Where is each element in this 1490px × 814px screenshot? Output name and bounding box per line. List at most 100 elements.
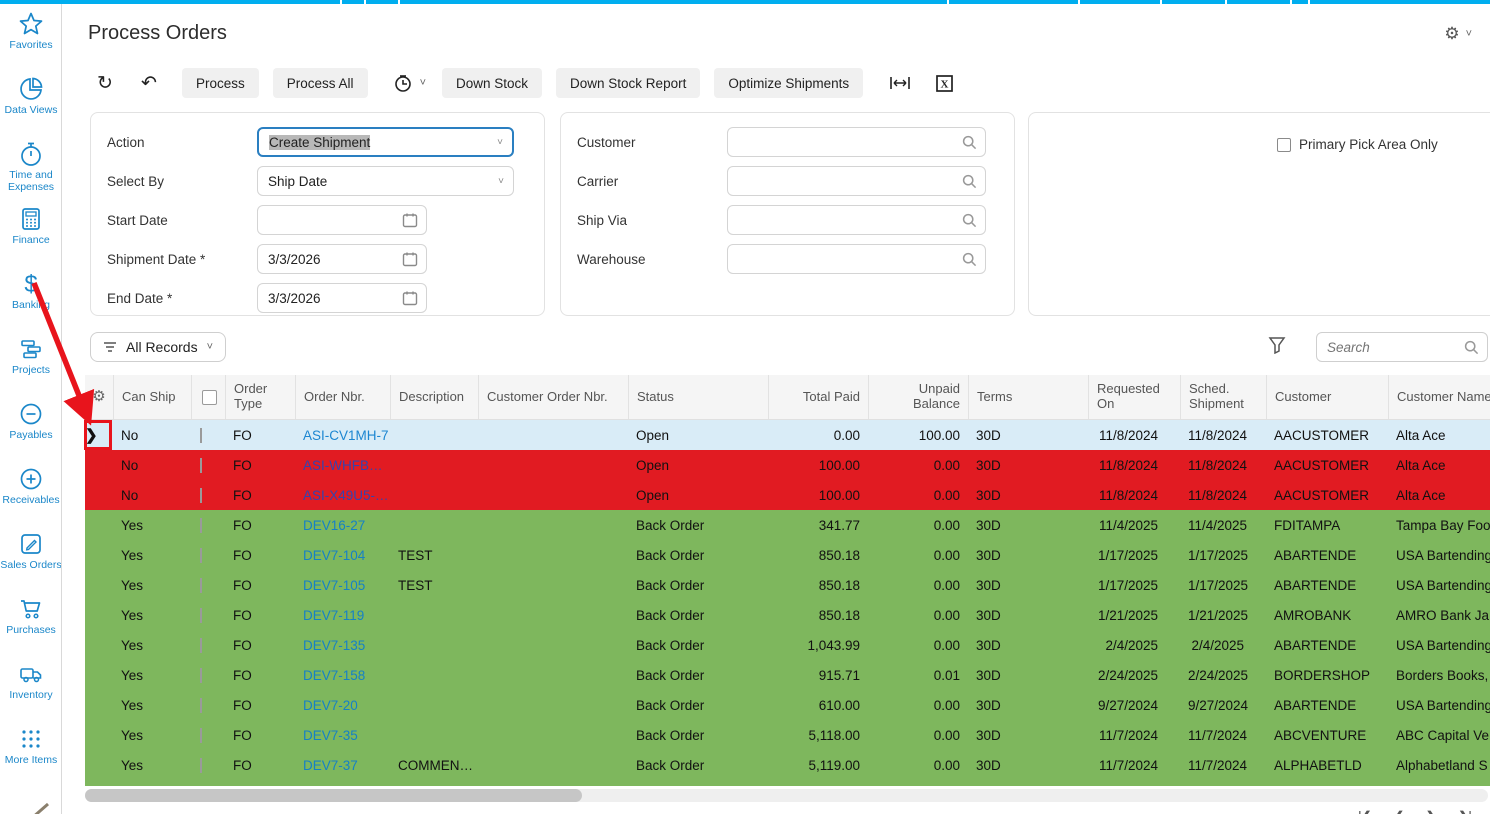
table-row[interactable]: Yes FO DEV7-35 Back Order 5,118.00 0.00 30D 11/… xyxy=(85,720,1490,750)
row-checkbox[interactable] xyxy=(200,667,202,683)
sidebar-item-payables[interactable]: Payables xyxy=(0,394,61,459)
sidebar-item-inventory[interactable]: Inventory xyxy=(0,654,61,719)
row-checkbox[interactable] xyxy=(200,547,202,563)
table-row[interactable]: Yes FO DEV7-104 TEST Back Order 850.18 0.00 30D… xyxy=(85,540,1490,570)
prev-page-icon[interactable]: ❮ xyxy=(1392,808,1405,814)
table-row[interactable]: Yes FO DEV7-119 Back Order 850.18 0.00 30D 1/21… xyxy=(85,600,1490,630)
order-number-link[interactable]: ASI-X49U5-… xyxy=(303,487,389,503)
table-row[interactable]: Yes FO DEV16-27 Back Order 341.77 0.00 30D 11/4… xyxy=(85,510,1490,540)
ship-via-lookup-input[interactable] xyxy=(727,205,986,235)
row-expander-icon[interactable]: ❯ xyxy=(85,427,98,444)
column-header-order_type[interactable]: Order Type xyxy=(225,375,295,419)
refresh-icon[interactable]: ↻ xyxy=(97,72,113,94)
first-page-icon[interactable]: |❮ xyxy=(1358,808,1373,814)
customer-lookup-input[interactable] xyxy=(727,127,986,157)
order-number-link[interactable]: DEV7-158 xyxy=(303,667,366,683)
order-number-link[interactable]: DEV7-119 xyxy=(303,607,365,623)
order-number-link[interactable]: DEV7-104 xyxy=(303,547,366,563)
down-stock-report-button[interactable]: Down Stock Report xyxy=(556,68,701,98)
table-row[interactable]: Yes FO DEV7-135 Back Order 1,043.99 0.00 30D 2/… xyxy=(85,630,1490,660)
order-number-link[interactable]: DEV7-20 xyxy=(303,697,358,713)
row-checkbox[interactable] xyxy=(200,577,202,593)
search-icon[interactable] xyxy=(1464,340,1479,355)
sidebar-item-data-views[interactable]: Data Views xyxy=(0,69,61,134)
filter-funnel-icon[interactable] xyxy=(1268,336,1286,354)
order-number-link[interactable]: DEV16-27 xyxy=(303,517,366,533)
start-date-calendar-icon[interactable] xyxy=(402,212,418,228)
row-checkbox[interactable] xyxy=(200,697,202,713)
undo-icon[interactable]: ↶ xyxy=(141,72,157,94)
column-header-total_paid[interactable]: Total Paid xyxy=(768,375,868,419)
column-header-checkbox[interactable] xyxy=(191,375,225,419)
column-header-unpaid_balance[interactable]: Unpaid Balance xyxy=(868,375,968,419)
carrier-lookup-input[interactable] xyxy=(727,166,986,196)
row-checkbox[interactable] xyxy=(200,487,202,503)
table-row[interactable]: Yes FO DEV7-20 Back Order 610.00 0.00 30D 9/27/… xyxy=(85,690,1490,720)
shipment-date-input[interactable]: 3/3/2026 xyxy=(257,244,427,274)
last-page-icon[interactable]: ❯| xyxy=(1458,808,1473,814)
process-all-button[interactable]: Process All xyxy=(272,68,368,98)
order-number-link[interactable]: DEV7-105 xyxy=(303,577,366,593)
end-date-calendar-icon[interactable] xyxy=(402,290,418,306)
column-header-status[interactable]: Status xyxy=(628,375,768,419)
column-header-description[interactable]: Description xyxy=(390,375,478,419)
table-row[interactable]: Yes FO DEV7-158 Back Order 915.71 0.01 30D 2/24… xyxy=(85,660,1490,690)
row-checkbox[interactable] xyxy=(200,457,202,473)
column-header-order_nbr[interactable]: Order Nbr. xyxy=(295,375,390,419)
sidebar-item-more-items[interactable]: More Items xyxy=(0,719,61,784)
column-header-terms[interactable]: Terms xyxy=(968,375,1088,419)
order-number-link[interactable]: DEV7-135 xyxy=(303,637,366,653)
select-all-checkbox[interactable] xyxy=(202,389,217,405)
shipment-date-calendar-icon[interactable] xyxy=(402,251,418,267)
column-header-customer[interactable]: Customer xyxy=(1266,375,1388,419)
process-button[interactable]: Process xyxy=(182,68,259,98)
lookup-search-icon[interactable] xyxy=(962,174,977,189)
row-checkbox[interactable] xyxy=(200,757,202,773)
sidebar-item-sales-orders[interactable]: Sales Orders xyxy=(0,524,61,589)
order-number-link[interactable]: DEV7-37 xyxy=(303,757,358,773)
horizontal-scrollbar[interactable] xyxy=(85,789,1488,802)
records-filter-dropdown[interactable]: All Records ˅ xyxy=(90,332,227,362)
order-number-link[interactable]: ASI-WHFB… xyxy=(303,457,383,473)
table-row[interactable]: Yes FO DEV7-37 COMMEN… Back Order 5,119.00 0.0… xyxy=(85,750,1490,780)
sidebar-item-projects[interactable]: Projects xyxy=(0,329,61,394)
warehouse-lookup-input[interactable] xyxy=(727,244,986,274)
lookup-search-icon[interactable] xyxy=(962,213,977,228)
sidebar-item-banking[interactable]: $ Banking xyxy=(0,264,61,329)
column-header-customer_name[interactable]: Customer Name xyxy=(1388,375,1490,419)
lookup-search-icon[interactable] xyxy=(962,135,977,150)
row-checkbox[interactable] xyxy=(200,607,202,623)
end-date-input[interactable]: 3/3/2026 xyxy=(257,283,427,313)
grid-search-input[interactable] xyxy=(1327,339,1459,355)
row-checkbox[interactable] xyxy=(200,727,202,743)
next-page-icon[interactable]: ❯ xyxy=(1425,808,1438,814)
fit-width-icon[interactable] xyxy=(883,68,917,98)
table-row[interactable]: No FO ASI-X49U5-… Open 100.00 0.00 30D 11/8/202… xyxy=(85,480,1490,510)
horizontal-scrollbar-thumb[interactable] xyxy=(85,789,582,802)
primary-pick-area-checkbox[interactable] xyxy=(1277,137,1291,152)
action-select[interactable]: Create Shipment ˅ xyxy=(257,127,514,157)
optimize-shipments-button[interactable]: Optimize Shipments xyxy=(714,68,864,98)
sidebar-item-favorites[interactable]: Favorites xyxy=(0,4,61,69)
lookup-search-icon[interactable] xyxy=(962,252,977,267)
screen-settings-chevron-down-icon[interactable]: ˅ xyxy=(1465,28,1472,40)
screen-settings-gear-icon[interactable]: ⚙ xyxy=(1444,24,1460,43)
schedule-chevron-down-icon[interactable]: ˅ xyxy=(419,77,426,89)
row-checkbox[interactable] xyxy=(200,427,202,443)
order-number-link[interactable]: DEV7-35 xyxy=(303,727,358,743)
sidebar-item-finance[interactable]: Finance xyxy=(0,199,61,264)
sidebar-item-time-and-expenses[interactable]: Time and Expenses xyxy=(0,134,61,199)
table-row[interactable]: ❯ No FO ASI-CV1MH-7 Open 0.00 100.00 30D 11/8/20… xyxy=(85,420,1490,450)
table-row[interactable]: No FO ASI-WHFB… Open 100.00 0.00 30D 11/8/2024 1… xyxy=(85,450,1490,480)
export-excel-icon[interactable]: X xyxy=(927,68,961,98)
start-date-input[interactable] xyxy=(257,205,427,235)
sidebar-item-purchases[interactable]: Purchases xyxy=(0,589,61,654)
schedule-clock-icon[interactable] xyxy=(386,68,420,98)
select-by-select[interactable]: Ship Date ˅ xyxy=(257,166,514,196)
column-header-requested_on[interactable]: Requested On xyxy=(1088,375,1180,419)
down-stock-button[interactable]: Down Stock xyxy=(442,68,543,98)
row-checkbox[interactable] xyxy=(200,637,202,653)
order-number-link[interactable]: ASI-CV1MH-7 xyxy=(303,427,389,443)
column-header-sched_shipment[interactable]: Sched. Shipment xyxy=(1180,375,1266,419)
sidebar-item-receivables[interactable]: Receivables xyxy=(0,459,61,524)
